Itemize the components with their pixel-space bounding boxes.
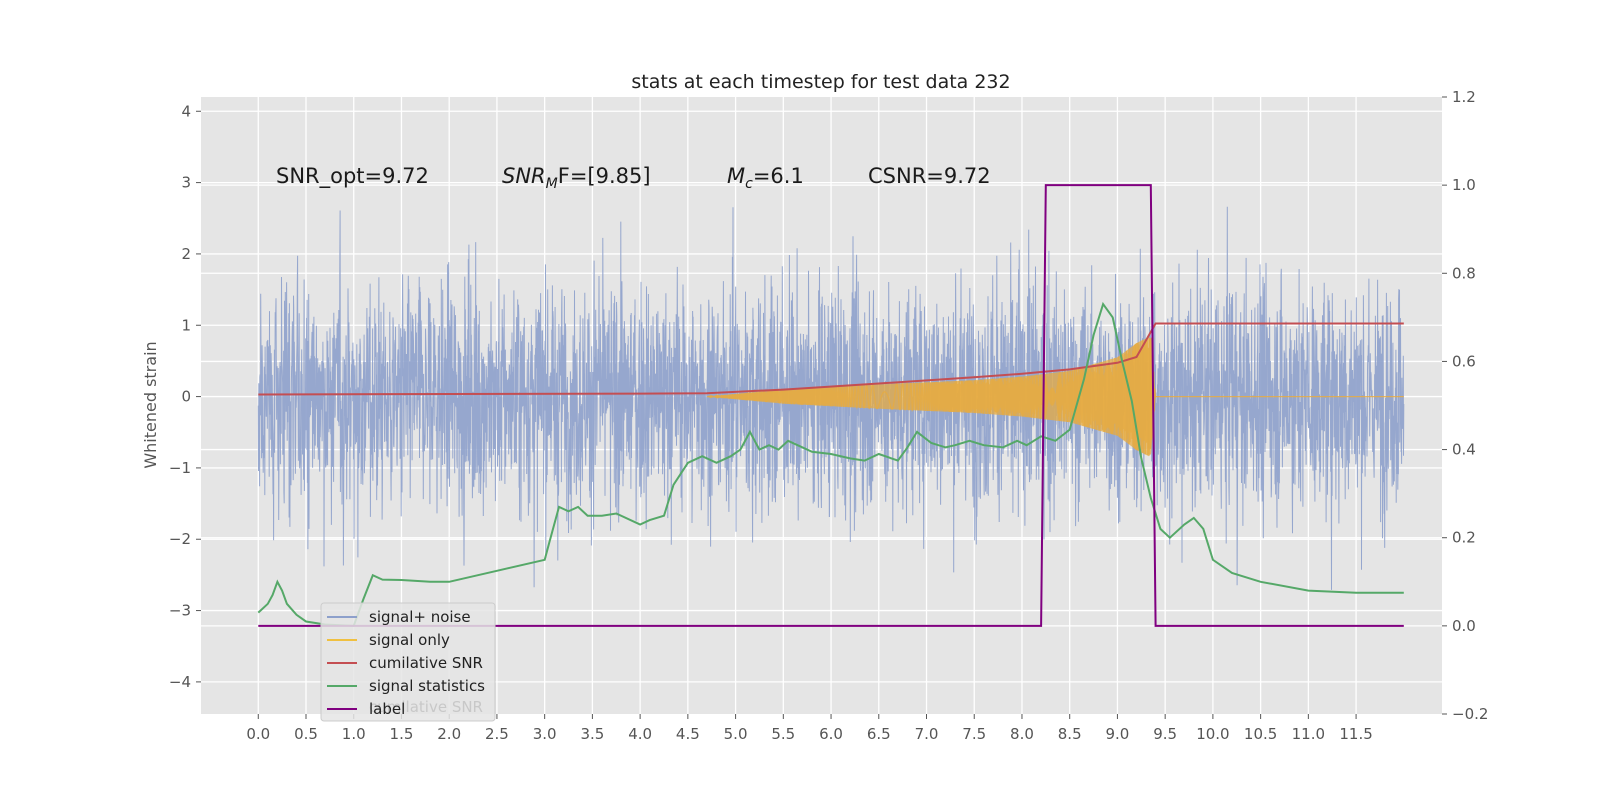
y2-tick-label: 0.6 [1452,352,1476,370]
x-tick-label: 6.0 [819,725,843,743]
x-tick-label: 9.0 [1106,725,1130,743]
y-axis-label: Whitened strain [141,341,160,468]
cumulative-snr-line [258,322,1404,396]
chart-title: stats at each timestep for test data 232 [631,71,1010,93]
legend: cumilative SNR signal+ noise signal only… [320,602,496,722]
x-tick-label: 11.0 [1292,725,1325,743]
y-tick-label: 1 [181,316,191,334]
legend-label-signal-noise: signal+ noise [369,608,471,626]
annotation-snr-mf: SNRMF=[9.85] [502,164,651,192]
y2-tick-label: 1.0 [1452,176,1476,194]
y2-tick-label: 0.0 [1452,617,1476,635]
y2-tick-label: 0.4 [1452,441,1476,459]
label-line [258,184,1404,627]
x-tick-label: 11.5 [1339,725,1372,743]
x-tick-label: 10.5 [1244,725,1277,743]
x-tick-label: 4.0 [628,725,652,743]
y-tick-label: −2 [169,530,191,548]
x-tick-label: 2.0 [437,725,461,743]
y-tick-label: 4 [181,102,191,120]
axes-ticks: 0.0 0.5 1.0 1.5 2.0 2.5 3.0 3.5 4.0 4.5 5.0 5.5 6.0 6… [169,88,1489,743]
x-tick-label: 7.0 [915,725,939,743]
legend-label-signal-statistics: signal statistics [369,677,485,695]
signal-statistics-line [257,301,1404,627]
y-tick-label: −3 [169,602,191,620]
annotation-mc: Mc=6.1 [727,164,804,192]
x-tick-label: 1.5 [390,725,414,743]
y2-tick-label: 0.2 [1452,529,1476,547]
x-tick-label: 10.0 [1196,725,1229,743]
x-tick-label: 6.5 [867,725,891,743]
y-tick-label: −1 [169,459,191,477]
y-tick-label: 0 [181,388,191,406]
x-tick-label: 5.0 [724,725,748,743]
legend-label-label: label [369,700,405,718]
legend-label-cumulative-snr: cumilative SNR [369,654,483,672]
x-tick-label: 9.5 [1153,725,1177,743]
legend-label-signal-only: signal only [369,631,450,649]
y2-tick-label: 0.8 [1452,264,1476,282]
y-tick-label: 2 [181,245,191,263]
x-tick-label: 3.5 [580,725,604,743]
x-tick-label: 0.0 [246,725,270,743]
annotation-csnr: CSNR=9.72 [868,164,991,188]
x-tick-label: 5.5 [771,725,795,743]
x-tick-label: 8.0 [1010,725,1034,743]
legend-ghost-text: cumilative SNR [369,698,483,716]
x-tick-label: 1.0 [342,725,366,743]
signal-only-envelope [706,336,1156,457]
x-tick-label: 4.5 [676,725,700,743]
annotation-snr-opt: SNR_opt=9.72 [276,164,429,189]
y2-tick-label: −0.2 [1452,705,1488,723]
y2-tick-label: 1.2 [1452,88,1476,106]
x-tick-label: 7.5 [962,725,986,743]
signal-only-series [706,336,1404,457]
x-tick-label: 2.5 [485,725,509,743]
right-axis-series [257,184,1404,627]
x-tick-label: 0.5 [294,725,318,743]
y-tick-label: 3 [181,174,191,192]
legend-box [320,602,496,722]
x-tick-label: 8.5 [1058,725,1082,743]
y-tick-label: −4 [169,673,191,691]
x-tick-label: 3.0 [533,725,557,743]
